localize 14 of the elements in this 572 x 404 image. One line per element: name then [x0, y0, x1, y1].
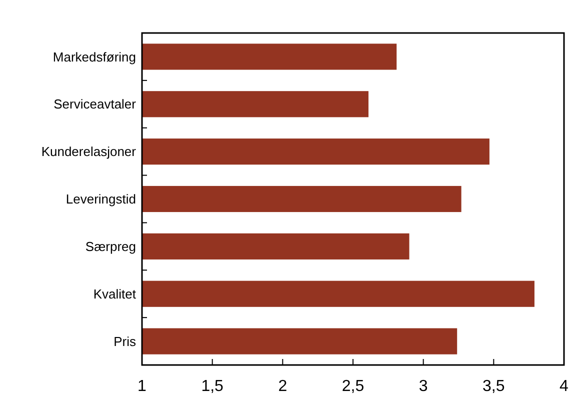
y-tick-label: Kvalitet	[93, 286, 136, 302]
x-tick-label: 3	[418, 378, 428, 395]
y-tick-label: Serviceavtaler	[54, 96, 137, 112]
y-tick-label: Kunderelasjoner	[41, 144, 137, 160]
y-tick-label: Særpreg	[85, 238, 136, 254]
x-tick-label: 2	[278, 378, 288, 395]
x-tick-label: 2,5	[342, 378, 364, 395]
x-tick-label: 1,5	[201, 378, 224, 395]
y-tick-label: Markedsføring	[52, 49, 136, 64]
x-tick-label: 3,5	[482, 378, 505, 395]
x-tick-label: 1	[138, 378, 147, 395]
y-tick-label: Leveringstid	[66, 192, 136, 207]
x-tick-label: 4	[560, 378, 569, 395]
y-tick-label: Pris	[114, 334, 136, 349]
